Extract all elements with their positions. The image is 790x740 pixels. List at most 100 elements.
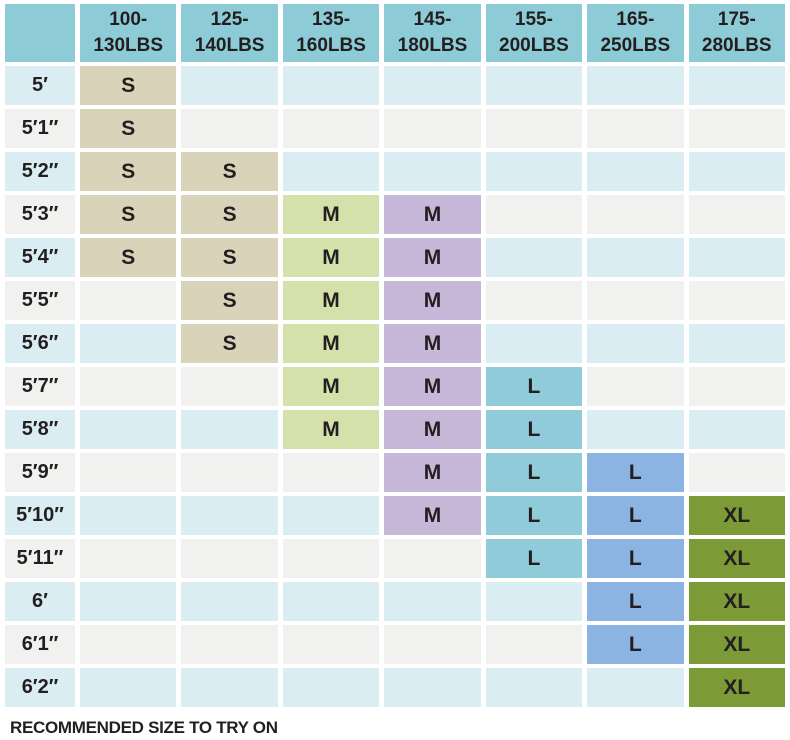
size-cell: XL: [688, 582, 785, 621]
empty-cell: [80, 453, 177, 492]
height-row-label: 5′1″: [5, 109, 75, 148]
empty-cell: [181, 410, 278, 449]
size-cell: S: [80, 109, 177, 148]
height-row-label: 6′1″: [5, 625, 75, 664]
weight-column-header: 100-130LBS: [80, 4, 177, 62]
size-cell: M: [282, 367, 380, 406]
height-row-label: 5′4″: [5, 238, 75, 277]
empty-cell: [181, 109, 278, 148]
size-cell: S: [80, 238, 177, 277]
size-cell: XL: [688, 625, 785, 664]
empty-cell: [688, 195, 785, 234]
height-row-label: 5′3″: [5, 195, 75, 234]
height-row-label: 5′10″: [5, 496, 75, 535]
empty-cell: [485, 195, 583, 234]
chart-caption: RECOMMENDED SIZE TO TRY ON: [10, 718, 278, 737]
empty-cell: [181, 539, 278, 578]
height-row-label: 5′: [5, 66, 75, 105]
table-row: 5′8″ M M L: [5, 410, 785, 449]
empty-cell: [80, 281, 177, 320]
size-cell: L: [587, 582, 684, 621]
empty-cell: [485, 66, 583, 105]
size-cell: M: [282, 195, 380, 234]
table-row: 6′2″ XL: [5, 668, 785, 707]
empty-cell: [282, 496, 380, 535]
size-chart-table: 100-130LBS 125-140LBS 135-160LBS 145-180LBS…: [5, 4, 785, 707]
size-cell: L: [485, 496, 583, 535]
empty-cell: [587, 195, 684, 234]
empty-cell: [80, 582, 177, 621]
empty-cell: [181, 66, 278, 105]
height-row-label: 5′8″: [5, 410, 75, 449]
empty-cell: [282, 109, 380, 148]
empty-cell: [485, 625, 583, 664]
empty-cell: [80, 324, 177, 363]
weight-column-header: 145-180LBS: [384, 4, 481, 62]
empty-cell: [688, 453, 785, 492]
size-cell: M: [282, 410, 380, 449]
size-cell: XL: [688, 539, 785, 578]
height-row-label: 5′6″: [5, 324, 75, 363]
empty-cell: [384, 539, 481, 578]
empty-cell: [80, 367, 177, 406]
empty-cell: [384, 109, 481, 148]
empty-cell: [587, 324, 684, 363]
weight-column-header: 135-160LBS: [282, 4, 380, 62]
corner-cell: [5, 4, 75, 62]
empty-cell: [282, 625, 380, 664]
size-cell: XL: [688, 496, 785, 535]
weight-column-header: 125-140LBS: [181, 4, 278, 62]
empty-cell: [688, 66, 785, 105]
size-cell: M: [384, 195, 481, 234]
empty-cell: [80, 668, 177, 707]
size-cell: M: [384, 238, 481, 277]
empty-cell: [181, 453, 278, 492]
table-row: 6′ L XL: [5, 582, 785, 621]
size-cell: L: [587, 453, 684, 492]
size-cell: XL: [688, 668, 785, 707]
size-cell: L: [485, 539, 583, 578]
empty-cell: [688, 367, 785, 406]
size-cell: S: [80, 152, 177, 191]
empty-cell: [384, 152, 481, 191]
empty-cell: [282, 668, 380, 707]
table-row: 5′7″ M M L: [5, 367, 785, 406]
empty-cell: [181, 582, 278, 621]
size-cell: M: [282, 238, 380, 277]
empty-cell: [80, 496, 177, 535]
empty-cell: [485, 152, 583, 191]
header-row: 100-130LBS 125-140LBS 135-160LBS 145-180LBS…: [5, 4, 785, 62]
weight-column-header: 155-200LBS: [485, 4, 583, 62]
empty-cell: [485, 238, 583, 277]
size-cell: S: [181, 281, 278, 320]
table-row: 5′ S: [5, 66, 785, 105]
height-row-label: 5′11″: [5, 539, 75, 578]
size-cell: S: [181, 195, 278, 234]
empty-cell: [587, 668, 684, 707]
size-cell: M: [384, 453, 481, 492]
size-cell: M: [384, 281, 481, 320]
height-row-label: 5′5″: [5, 281, 75, 320]
weight-column-header: 165-250LBS: [587, 4, 684, 62]
empty-cell: [587, 367, 684, 406]
size-cell: L: [587, 539, 684, 578]
empty-cell: [587, 66, 684, 105]
empty-cell: [688, 152, 785, 191]
size-cell: L: [485, 410, 583, 449]
empty-cell: [587, 410, 684, 449]
empty-cell: [282, 539, 380, 578]
empty-cell: [384, 668, 481, 707]
empty-cell: [384, 582, 481, 621]
table-row: 5′11″ L L XL: [5, 539, 785, 578]
empty-cell: [688, 410, 785, 449]
empty-cell: [587, 281, 684, 320]
size-cell: M: [282, 281, 380, 320]
empty-cell: [688, 109, 785, 148]
empty-cell: [181, 668, 278, 707]
size-cell: M: [384, 410, 481, 449]
empty-cell: [485, 668, 583, 707]
empty-cell: [485, 281, 583, 320]
table-row: 5′1″ S: [5, 109, 785, 148]
empty-cell: [181, 625, 278, 664]
